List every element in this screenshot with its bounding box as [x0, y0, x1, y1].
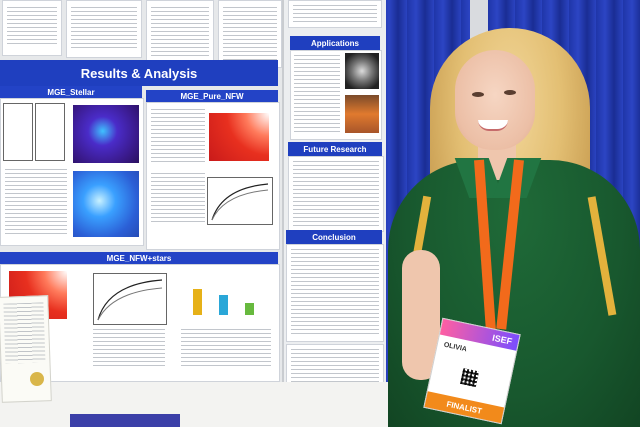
bar — [193, 289, 202, 315]
applications-title: Applications — [290, 36, 380, 50]
top-sheet — [146, 0, 214, 64]
top-sheet — [66, 0, 142, 58]
conclusion-title: Conclusion — [286, 230, 382, 244]
blue-folder — [70, 414, 180, 427]
contour-plot — [35, 103, 65, 161]
contour-plot — [3, 103, 33, 161]
future-research-panel — [288, 156, 384, 232]
bar-chart — [179, 279, 259, 315]
future-research-title: Future Research — [288, 142, 382, 156]
top-sheet — [288, 0, 382, 28]
heatmap-model — [73, 171, 139, 237]
galaxy-image — [345, 53, 379, 89]
top-sheet — [2, 0, 62, 56]
face — [455, 50, 535, 150]
stellar-panel — [0, 98, 144, 246]
rotation-curve-plot — [207, 177, 273, 225]
badge-name: OLIVIA — [443, 341, 468, 354]
panel-title-nfw-stars: MGE_NFW+stars — [0, 252, 278, 264]
qr-code — [460, 368, 480, 388]
rotation-curve — [211, 183, 269, 221]
gold-seal — [30, 372, 44, 386]
rotation-curve — [97, 279, 163, 321]
results-title: Results & Analysis — [0, 60, 278, 86]
panel-title-pure-nfw: MGE_Pure_NFW — [146, 90, 278, 102]
pure-nfw-panel — [146, 102, 280, 250]
poster-board-right-panel: Applications Future Research Conclusion — [282, 0, 386, 412]
display-table — [0, 382, 400, 427]
eye — [504, 90, 516, 95]
eye — [472, 92, 484, 97]
rotation-curve-plot — [93, 273, 167, 325]
applications-panel — [290, 50, 382, 140]
bar — [219, 295, 228, 315]
conclusion-panel — [286, 244, 384, 342]
smile — [478, 120, 508, 131]
panel-title-stellar: MGE_Stellar — [0, 86, 142, 98]
certificate-sheet — [0, 295, 52, 403]
applications-image — [345, 95, 379, 133]
bar — [245, 303, 254, 315]
badge-event: ISEF — [491, 332, 514, 347]
heatmap-nfw — [209, 113, 269, 161]
heatmap-stellar — [73, 105, 139, 163]
top-sheet — [218, 0, 282, 68]
